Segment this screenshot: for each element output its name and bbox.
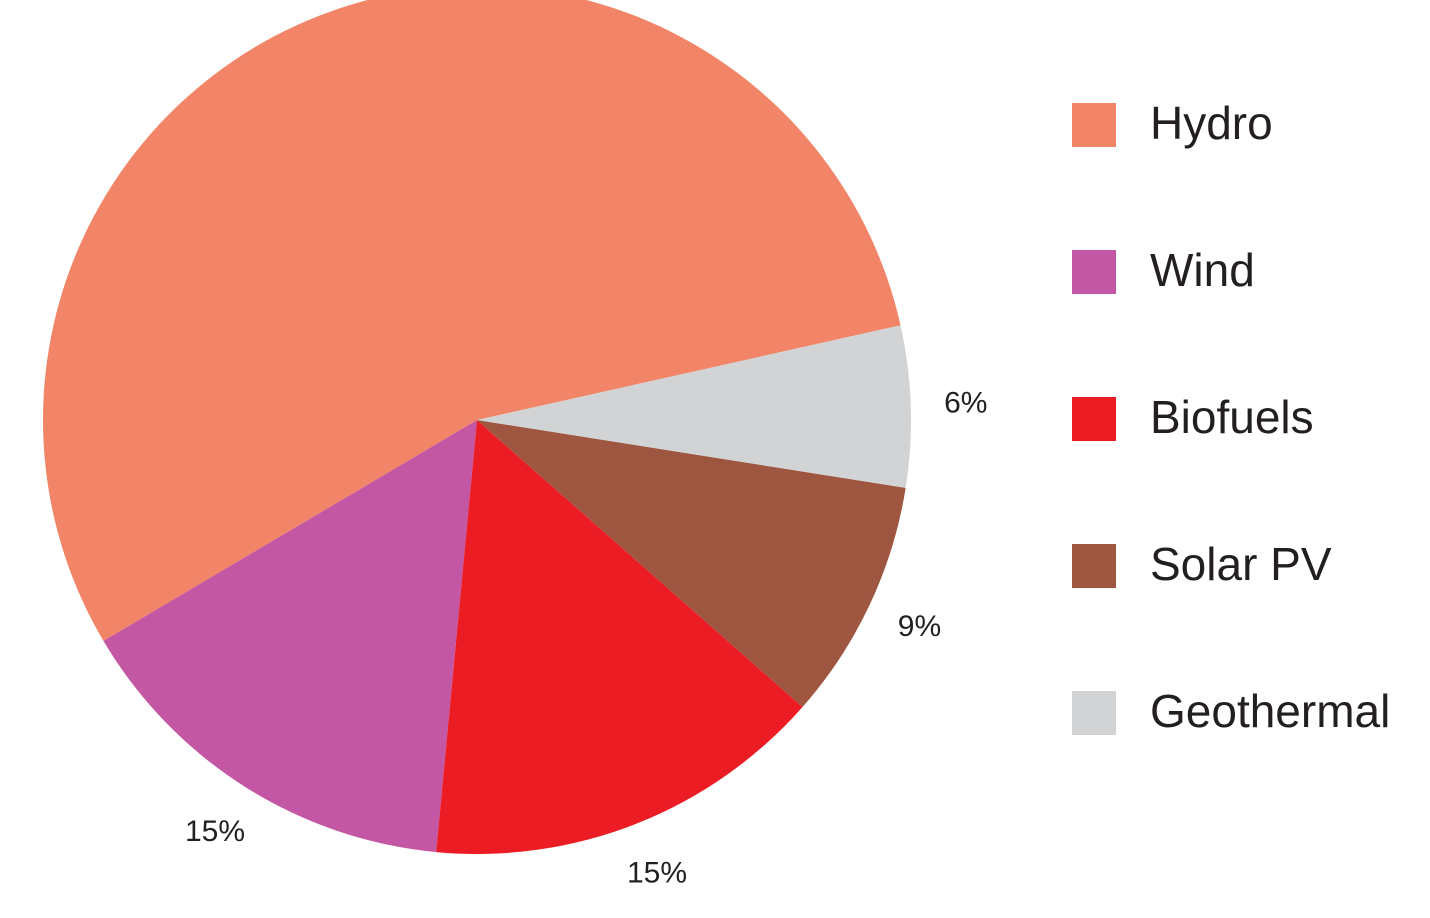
legend-swatch [1072, 103, 1116, 147]
value-label: 9% [898, 610, 941, 643]
pie-slice [43, 0, 901, 641]
legend-swatch [1072, 397, 1116, 441]
legend-label: Hydro [1150, 97, 1273, 149]
pie-slice [477, 420, 906, 708]
value-label: 15% [185, 815, 245, 848]
pie-slice [436, 420, 803, 855]
legend-label: Wind [1150, 244, 1255, 296]
pie-slice [477, 325, 911, 488]
value-label: 6% [944, 387, 987, 420]
pie-slice [103, 420, 477, 853]
legend-swatch [1072, 691, 1116, 735]
legend-label: Geothermal [1150, 685, 1390, 737]
legend-swatch [1072, 544, 1116, 588]
value-label: 15% [627, 857, 687, 890]
legend-swatch [1072, 250, 1116, 294]
legend-label: Biofuels [1150, 391, 1314, 443]
legend-label: Solar PV [1150, 538, 1332, 590]
